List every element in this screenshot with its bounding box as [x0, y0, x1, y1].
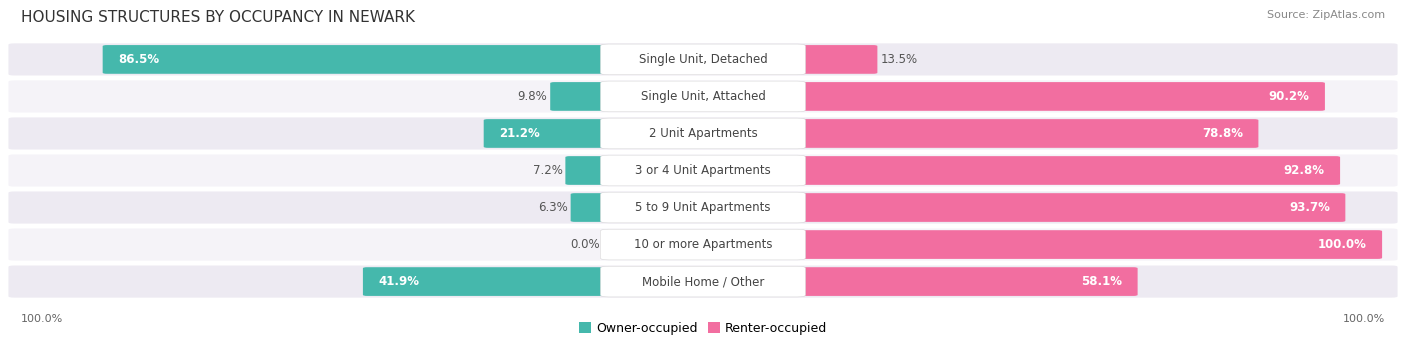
FancyBboxPatch shape — [600, 81, 806, 112]
FancyBboxPatch shape — [600, 118, 806, 149]
Text: 9.8%: 9.8% — [517, 90, 547, 103]
FancyBboxPatch shape — [550, 82, 616, 111]
FancyBboxPatch shape — [790, 230, 1382, 259]
FancyBboxPatch shape — [600, 192, 806, 223]
FancyBboxPatch shape — [600, 229, 806, 260]
FancyBboxPatch shape — [600, 266, 806, 297]
Text: 13.5%: 13.5% — [880, 53, 917, 66]
FancyBboxPatch shape — [8, 228, 1398, 261]
Text: Mobile Home / Other: Mobile Home / Other — [641, 275, 765, 288]
FancyBboxPatch shape — [103, 45, 616, 74]
Text: 10 or more Apartments: 10 or more Apartments — [634, 238, 772, 251]
FancyBboxPatch shape — [790, 156, 1340, 185]
FancyBboxPatch shape — [484, 119, 616, 148]
FancyBboxPatch shape — [571, 193, 616, 222]
Text: 6.3%: 6.3% — [538, 201, 568, 214]
Legend: Owner-occupied, Renter-occupied: Owner-occupied, Renter-occupied — [579, 322, 827, 335]
Text: 41.9%: 41.9% — [378, 275, 419, 288]
FancyBboxPatch shape — [8, 154, 1398, 187]
Text: 21.2%: 21.2% — [499, 127, 540, 140]
FancyBboxPatch shape — [8, 80, 1398, 113]
FancyBboxPatch shape — [8, 117, 1398, 150]
FancyBboxPatch shape — [8, 43, 1398, 75]
Text: 92.8%: 92.8% — [1284, 164, 1324, 177]
Text: 5 to 9 Unit Apartments: 5 to 9 Unit Apartments — [636, 201, 770, 214]
Text: 90.2%: 90.2% — [1268, 90, 1309, 103]
Text: 100.0%: 100.0% — [21, 314, 63, 324]
FancyBboxPatch shape — [363, 267, 616, 296]
Text: 0.0%: 0.0% — [571, 238, 600, 251]
Text: 100.0%: 100.0% — [1317, 238, 1367, 251]
FancyBboxPatch shape — [790, 45, 877, 74]
Text: Single Unit, Detached: Single Unit, Detached — [638, 53, 768, 66]
FancyBboxPatch shape — [8, 191, 1398, 224]
FancyBboxPatch shape — [790, 267, 1137, 296]
FancyBboxPatch shape — [600, 155, 806, 186]
Text: Source: ZipAtlas.com: Source: ZipAtlas.com — [1267, 10, 1385, 20]
Text: 86.5%: 86.5% — [118, 53, 159, 66]
Text: 100.0%: 100.0% — [1343, 314, 1385, 324]
Text: HOUSING STRUCTURES BY OCCUPANCY IN NEWARK: HOUSING STRUCTURES BY OCCUPANCY IN NEWAR… — [21, 10, 415, 25]
Text: 93.7%: 93.7% — [1289, 201, 1330, 214]
Text: 2 Unit Apartments: 2 Unit Apartments — [648, 127, 758, 140]
Text: 78.8%: 78.8% — [1202, 127, 1243, 140]
Text: 58.1%: 58.1% — [1081, 275, 1122, 288]
FancyBboxPatch shape — [565, 156, 616, 185]
Text: 7.2%: 7.2% — [533, 164, 562, 177]
FancyBboxPatch shape — [600, 44, 806, 75]
Text: 3 or 4 Unit Apartments: 3 or 4 Unit Apartments — [636, 164, 770, 177]
Text: Single Unit, Attached: Single Unit, Attached — [641, 90, 765, 103]
FancyBboxPatch shape — [790, 119, 1258, 148]
FancyBboxPatch shape — [8, 266, 1398, 298]
FancyBboxPatch shape — [790, 82, 1324, 111]
FancyBboxPatch shape — [790, 193, 1346, 222]
